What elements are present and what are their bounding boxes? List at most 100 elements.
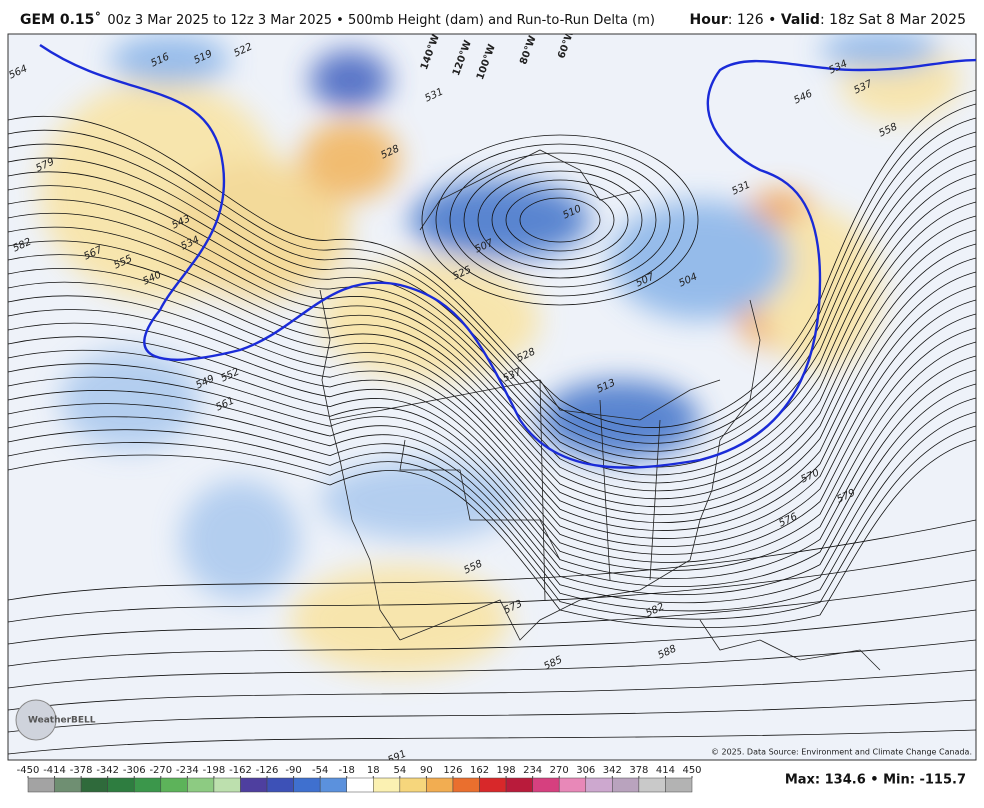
colorbar-tick-label: -162 — [229, 765, 252, 776]
contour-line — [505, 188, 615, 252]
colorbar-tick-label: -90 — [285, 765, 301, 776]
hour: : 126 • — [728, 12, 781, 28]
colorbar-swatch — [612, 777, 640, 793]
contour-line — [8, 341, 976, 571]
contour-line — [8, 425, 976, 620]
colorbar-swatch — [27, 777, 55, 793]
colorbar-swatch — [240, 777, 268, 793]
colorbar-tick-label: -414 — [43, 765, 66, 776]
logo-text: WeatherBELL — [28, 716, 96, 726]
colorbar-swatch — [585, 777, 613, 793]
colorbar-swatch — [452, 777, 480, 793]
colorbar-swatch — [426, 777, 454, 793]
colorbar-tick-label: 414 — [656, 765, 675, 776]
colorbar-swatch — [638, 777, 666, 793]
contour-line — [8, 145, 976, 460]
colorbar-swatch — [558, 777, 587, 793]
contour-line — [8, 117, 976, 444]
contour-line — [8, 229, 976, 508]
contour-line — [8, 313, 976, 555]
height-contours — [8, 89, 976, 755]
contour-line — [8, 609, 976, 667]
contour-line — [8, 519, 976, 601]
delta-shading — [40, 34, 960, 675]
colorbar-tick-label: -54 — [312, 765, 328, 776]
contour-line — [8, 159, 976, 468]
colorbar-swatch — [187, 777, 215, 793]
colorbar-tick-label: -378 — [70, 765, 93, 776]
contour-line — [519, 197, 601, 243]
contour-line — [8, 729, 976, 755]
model: GEM 0.15˚ — [20, 11, 101, 28]
contour-line — [8, 257, 976, 524]
colorbar-swatch — [479, 777, 507, 793]
colorbar-tick-label: -270 — [149, 765, 172, 776]
contour-line — [8, 215, 976, 500]
colorbar: -450 -414 -378 -342 -306 -270 -234 -198 -162 -126… — [17, 765, 702, 793]
contour-line — [8, 285, 976, 539]
colorbar-tick-label: 162 — [470, 765, 489, 776]
logo: WeatherBELL — [15, 699, 96, 741]
contour-line — [8, 201, 976, 492]
colorbar-swatch — [160, 777, 188, 793]
contour-line — [435, 143, 685, 297]
contour-line — [8, 549, 976, 623]
contour-line — [8, 669, 976, 711]
coastlines — [319, 149, 881, 671]
colorbar-tick-label: 90 — [420, 765, 433, 776]
contour-line — [8, 131, 976, 452]
colorbar-swatch — [80, 777, 108, 793]
colorbar-swatch — [54, 777, 82, 793]
colorbar-swatch — [505, 777, 533, 793]
valid-label: Valid — [781, 12, 820, 28]
colorbar-tick-label: 234 — [523, 765, 542, 776]
colorbar-swatch — [266, 777, 294, 793]
contour-line — [8, 173, 976, 476]
contour-line — [8, 639, 976, 689]
colorbar-tick-label: 54 — [393, 765, 406, 776]
colorbar-tick-label: -126 — [256, 765, 279, 776]
colorbar-tick-label: -18 — [339, 765, 355, 776]
contour-line — [463, 161, 657, 279]
valid-info: Hour: 126 • Valid: 18z Sat 8 Mar 2025 — [690, 12, 966, 28]
colorbar-swatch — [399, 777, 427, 793]
contour-line — [8, 355, 976, 579]
valid: : 18z Sat 8 Mar 2025 — [820, 12, 966, 28]
colorbar-swatch — [319, 777, 347, 793]
colorbar-swatch — [532, 777, 560, 793]
contour-line — [8, 411, 976, 612]
colorbar-tick-label: -450 — [17, 765, 40, 776]
colorbar-tick-label: 198 — [497, 765, 516, 776]
colorbar-tick-label: 18 — [367, 765, 380, 776]
colorbar-tick-label: 378 — [629, 765, 648, 776]
contour-label: 591 — [386, 748, 408, 766]
colorbar-tick-label: 306 — [576, 765, 595, 776]
contour-line — [421, 134, 699, 306]
run-info: 00z 3 Mar 2025 to 12z 3 Mar 2025 • 500mb… — [107, 13, 655, 28]
contour-line — [8, 271, 976, 531]
contour-540 — [39, 44, 976, 469]
contour-line — [8, 89, 976, 428]
contour-line — [8, 383, 976, 596]
copyright: © 2025. Data Source: Environment and Cli… — [711, 748, 972, 757]
colorbar-swatch — [373, 777, 401, 793]
colorbar-swatch — [665, 777, 693, 793]
colorbar-tick-label: 126 — [443, 765, 462, 776]
colorbar-tick-label: -198 — [203, 765, 226, 776]
colorbar-tick-label: -306 — [123, 765, 146, 776]
contour-line — [8, 439, 976, 628]
contour-line — [8, 327, 976, 563]
contour-line — [8, 187, 976, 484]
contour-line — [8, 397, 976, 604]
colorbar-tick-label: 270 — [550, 765, 569, 776]
contour-line — [491, 179, 629, 261]
colorbar-tick-label: 342 — [603, 765, 622, 776]
colorbar-swatch — [133, 777, 162, 793]
contour-line — [477, 170, 643, 270]
colorbar-swatch — [293, 777, 321, 793]
colorbar-tick-label: 450 — [682, 765, 701, 776]
model-name: GEM 0.15˚ 00z 3 Mar 2025 to 12z 3 Mar 202… — [20, 11, 655, 28]
contour-line — [8, 579, 976, 645]
